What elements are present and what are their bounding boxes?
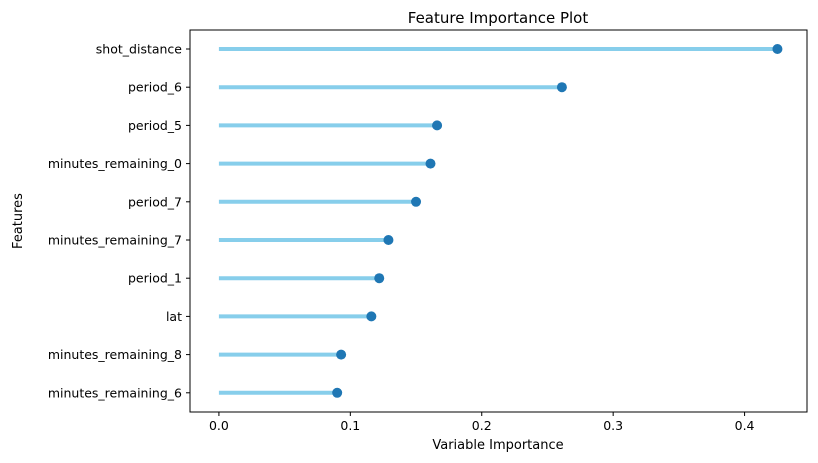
y-tick-label-minutes_remaining_8: minutes_remaining_8 bbox=[48, 347, 182, 362]
marker-lat bbox=[366, 311, 377, 322]
marker-minutes_remaining_6 bbox=[332, 387, 343, 398]
x-tick-label: 0.1 bbox=[340, 418, 360, 433]
marker-period_1 bbox=[374, 273, 385, 284]
y-tick-label-minutes_remaining_0: minutes_remaining_0 bbox=[48, 156, 182, 171]
y-tick-label-shot_distance: shot_distance bbox=[96, 42, 183, 57]
y-tick-label-period_1: period_1 bbox=[128, 271, 182, 286]
y-tick-label-minutes_remaining_7: minutes_remaining_7 bbox=[48, 233, 182, 248]
x-tick-label: 0.2 bbox=[472, 418, 492, 433]
markers-group bbox=[332, 44, 783, 398]
x-tick-label: 0.3 bbox=[603, 418, 623, 433]
y-ticks-group: shot_distance period_6 period_5 minutes_rem… bbox=[48, 42, 190, 400]
marker-minutes_remaining_7 bbox=[383, 235, 394, 245]
x-ticks-group: 0.0 0.1 0.2 0.3 0.4 bbox=[209, 412, 755, 433]
x-axis-label: Variable Importance bbox=[432, 438, 563, 453]
marker-minutes_remaining_0 bbox=[425, 158, 436, 169]
plot-frame bbox=[189, 29, 808, 413]
stems-group bbox=[218, 47, 778, 395]
marker-period_5 bbox=[432, 120, 443, 131]
marker-minutes_remaining_8 bbox=[336, 349, 347, 360]
y-tick-label-minutes_remaining_6: minutes_remaining_6 bbox=[48, 385, 182, 400]
y-tick-label-period_5: period_5 bbox=[128, 118, 182, 133]
marker-shot_distance bbox=[772, 44, 783, 54]
x-tick-label: 0.0 bbox=[209, 418, 229, 433]
y-tick-label-lat: lat bbox=[166, 309, 182, 324]
chart-title: Feature Importance Plot bbox=[408, 9, 589, 27]
y-axis-label: Features bbox=[11, 193, 26, 249]
x-tick-label: 0.4 bbox=[735, 418, 755, 433]
y-tick-label-period_6: period_6 bbox=[128, 80, 182, 95]
marker-period_6 bbox=[556, 82, 567, 93]
marker-period_7 bbox=[411, 196, 422, 207]
y-tick-label-period_7: period_7 bbox=[128, 194, 182, 209]
